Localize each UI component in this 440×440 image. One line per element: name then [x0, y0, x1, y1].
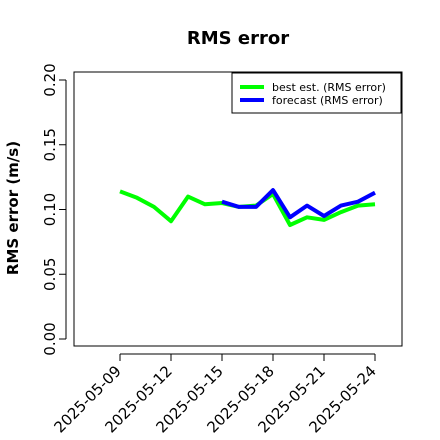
series-layer	[119, 188, 376, 227]
y-tick-label: 0.20	[41, 63, 59, 96]
chart-title: RMS error	[187, 28, 289, 49]
y-tick-label: 0.10	[41, 193, 59, 226]
y-axis-label: RMS error (m/s)	[4, 141, 22, 275]
legend-label: forecast (RMS error)	[272, 94, 383, 107]
plot-frame	[73, 71, 403, 347]
series-line-forecast	[221, 188, 376, 220]
y-tick-label: 0.15	[41, 128, 59, 161]
y-tick-label: 0.00	[41, 322, 59, 355]
y-tick-label: 0.05	[41, 258, 59, 291]
axes-layer: 0.000.050.100.150.202025-05-092025-05-12…	[41, 63, 380, 436]
legend-label: best est. (RMS error)	[272, 81, 386, 94]
legend: best est. (RMS error)forecast (RMS error…	[231, 72, 402, 114]
legend-box	[231, 72, 402, 114]
